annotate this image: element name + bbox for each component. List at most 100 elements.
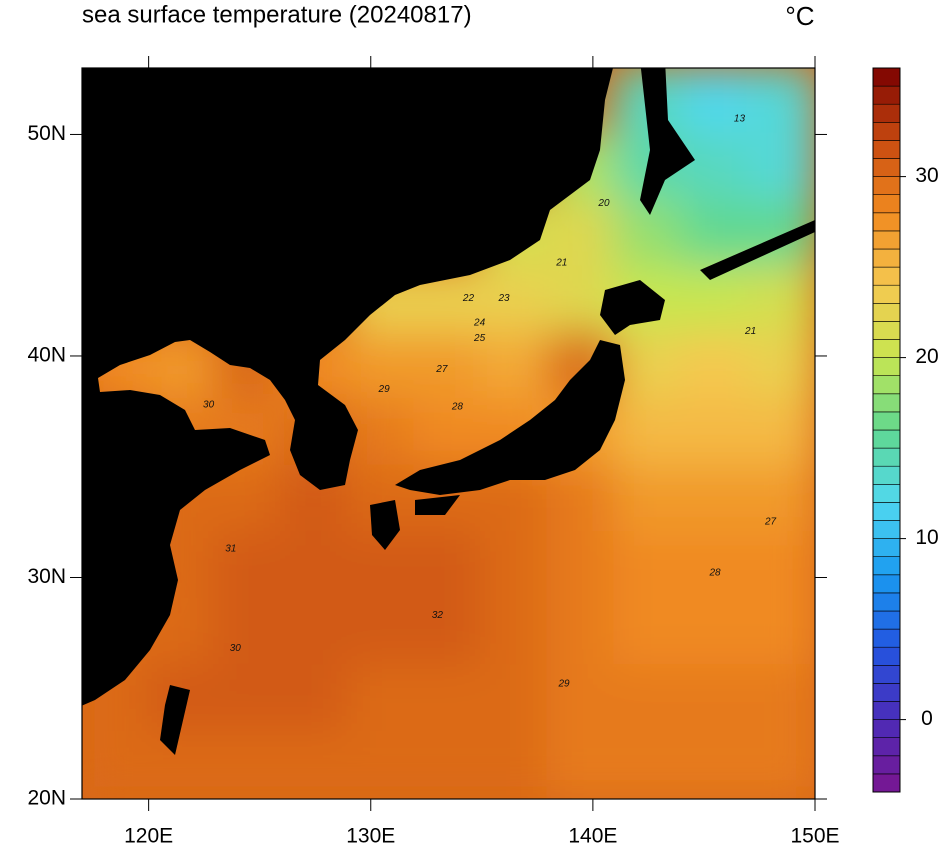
sst-cell xyxy=(613,730,684,799)
colorbar-bin xyxy=(872,302,901,322)
sst-cell xyxy=(413,730,484,799)
sst-cell xyxy=(146,730,218,799)
sst-cell xyxy=(413,597,484,669)
contour-label: 30 xyxy=(203,399,215,410)
colorbar-bin xyxy=(872,755,901,775)
contour-label: 29 xyxy=(557,678,570,689)
sst-cell xyxy=(679,531,751,602)
sst-cell xyxy=(746,132,815,203)
sst-cell xyxy=(213,597,284,669)
sst-cell xyxy=(346,664,418,735)
contour-label: 23 xyxy=(497,293,510,304)
sst-cell xyxy=(679,68,751,137)
sst-cell xyxy=(279,531,351,602)
plot-frame xyxy=(81,67,816,800)
colorbar-bin xyxy=(872,701,901,720)
sst-cell xyxy=(613,398,684,469)
y-tick-label: 40N xyxy=(27,344,66,367)
land xyxy=(82,68,815,755)
sst-cell xyxy=(613,331,684,403)
colorbar-bin xyxy=(872,664,901,684)
colorbar-bin xyxy=(872,393,901,413)
sst-cell xyxy=(279,664,351,735)
land-kurils xyxy=(700,220,815,280)
colorbar-bin xyxy=(872,230,901,250)
colorbar-bin xyxy=(872,284,901,304)
colorbar-bin xyxy=(872,321,901,340)
sst-cell xyxy=(613,464,684,536)
x-tick-label: 120E xyxy=(124,825,173,848)
sst-cell xyxy=(746,68,815,137)
sst-cell xyxy=(546,664,618,735)
contour-label: 28 xyxy=(708,568,721,579)
sst-cell xyxy=(213,664,284,735)
colorbar-bin xyxy=(872,610,901,630)
colorbar-bin xyxy=(872,103,901,123)
land-kyushu xyxy=(370,500,400,550)
colorbar-bin xyxy=(872,646,901,666)
sst-cell xyxy=(679,331,751,403)
land-shikoku xyxy=(415,495,460,515)
sst-cell xyxy=(279,597,351,669)
contour-label: 32 xyxy=(432,610,444,621)
chart-title: sea surface temperature (20240817) xyxy=(82,1,472,28)
colorbar-bin xyxy=(872,773,901,793)
contour-labels: 13 20 21 22 23 24 25 27 28 29 30 31 32 28 29 30 27 21 xyxy=(203,114,777,690)
contour-label: 13 xyxy=(734,114,746,125)
colorbar-bin xyxy=(872,592,901,612)
colorbar-tick-label: 0 xyxy=(921,707,933,730)
sst-cell xyxy=(679,398,751,469)
sst-cell xyxy=(213,531,284,602)
sst-cell xyxy=(279,730,351,799)
colorbar-bin xyxy=(872,520,901,539)
contour-label: 22 xyxy=(462,293,475,304)
sst-cell xyxy=(546,730,618,799)
land-asia xyxy=(82,68,613,706)
sst-cell xyxy=(746,730,815,799)
sst-cell xyxy=(546,531,618,602)
land-sakhalin xyxy=(640,68,695,215)
contour-label: 28 xyxy=(451,402,464,413)
x-tick-label: 140E xyxy=(568,825,617,848)
sst-cell xyxy=(479,331,551,403)
sst-cell xyxy=(479,531,551,602)
contour-label: 24 xyxy=(473,317,486,328)
map-area: 13 20 21 22 23 24 25 27 28 29 30 31 32 28 29 30 27 21 xyxy=(82,68,815,799)
colorbar-bin xyxy=(872,719,901,738)
sst-cell xyxy=(746,464,815,536)
contour-label: 21 xyxy=(744,326,756,337)
colorbar-bin xyxy=(872,465,901,485)
sst-cell xyxy=(746,597,815,669)
sst-cell xyxy=(679,664,751,735)
colorbar-bin xyxy=(872,737,901,757)
sst-cell xyxy=(746,398,815,469)
colorbar-bin xyxy=(872,357,901,377)
sst-cell xyxy=(613,597,684,669)
colorbar-bin xyxy=(872,556,901,576)
sst-cell xyxy=(479,664,551,735)
colorbar-bin xyxy=(872,683,901,702)
colorbar-bin xyxy=(872,502,901,521)
sst-cell xyxy=(213,730,284,799)
contour-label: 20 xyxy=(597,198,610,209)
contour-label: 27 xyxy=(435,364,448,375)
colorbar-bin xyxy=(872,194,901,214)
colorbar-tick-label: 10 xyxy=(915,526,938,549)
sst-cell xyxy=(346,331,418,403)
sst-cell xyxy=(413,664,484,735)
colorbar-bin xyxy=(872,212,901,232)
colorbar-bin xyxy=(872,266,901,286)
sst-cell xyxy=(613,531,684,602)
contour-label: 21 xyxy=(555,258,567,269)
colorbar-bin xyxy=(872,122,901,141)
colorbar-bin xyxy=(872,67,901,87)
land-honshu xyxy=(395,340,625,495)
colorbar-frame xyxy=(872,67,901,793)
x-tick-label: 150E xyxy=(790,825,839,848)
contour-label: 30 xyxy=(230,643,242,654)
x-tick-label: 130E xyxy=(346,825,395,848)
sst-cell xyxy=(546,464,618,536)
sst-cell xyxy=(479,730,551,799)
